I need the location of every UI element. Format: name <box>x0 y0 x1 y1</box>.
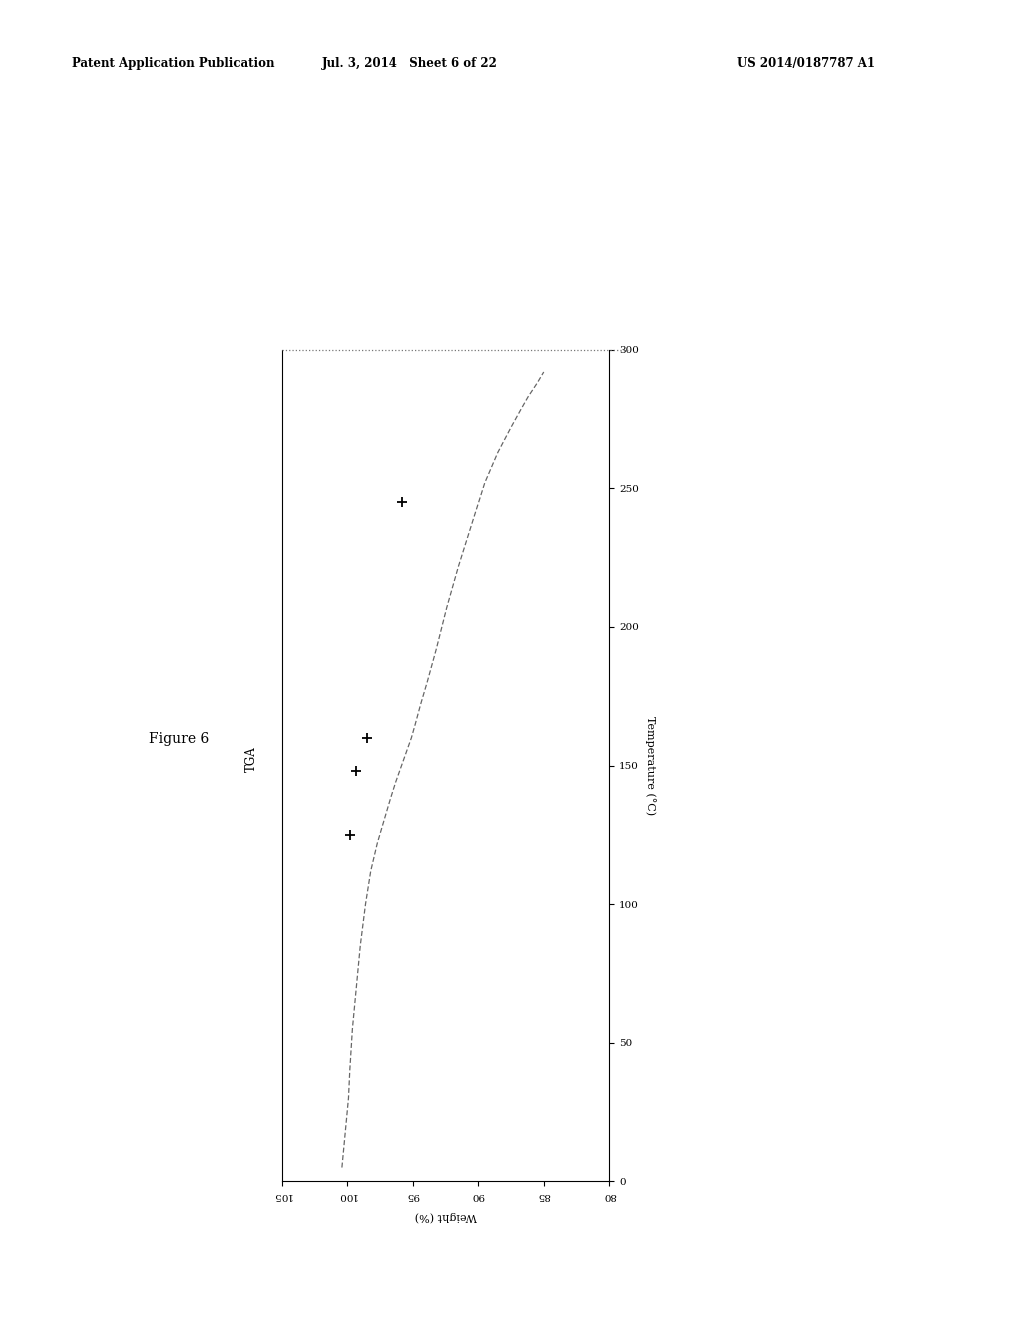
X-axis label: Weight (%): Weight (%) <box>415 1212 476 1222</box>
Text: Figure 6: Figure 6 <box>150 733 209 746</box>
Text: US 2014/0187787 A1: US 2014/0187787 A1 <box>737 57 876 70</box>
Y-axis label: Temperature (°C): Temperature (°C) <box>645 715 655 816</box>
Text: Patent Application Publication: Patent Application Publication <box>72 57 274 70</box>
Text: TGA: TGA <box>245 746 257 772</box>
Text: Jul. 3, 2014   Sheet 6 of 22: Jul. 3, 2014 Sheet 6 of 22 <box>322 57 498 70</box>
